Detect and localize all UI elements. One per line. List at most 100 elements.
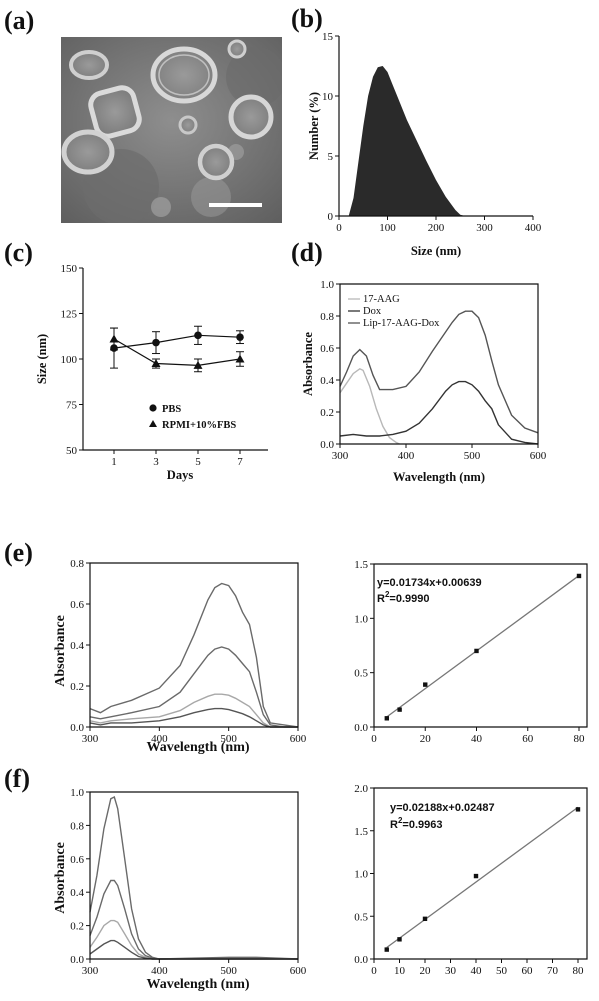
legend-label: Lip-17-AAG-Dox — [363, 318, 440, 329]
x-tick-label: 0 — [336, 222, 342, 234]
spectrum-line — [90, 694, 298, 727]
legend-label-pbs: PBS — [162, 404, 181, 415]
tem-micrograph — [61, 37, 282, 223]
chart-e-fit: 0204060800.00.51.01.5 y=0.01734x+0.00639… — [340, 556, 594, 756]
y-axis-label: Size (nm) — [35, 334, 49, 384]
data-point — [397, 937, 401, 941]
y-axis-label: Absorbance — [301, 332, 315, 396]
data-point — [423, 917, 427, 921]
legend-label: 17-AAG — [363, 294, 400, 305]
y-axis-label: Number (%) — [307, 92, 321, 160]
legend-label-rpmi: RPMI+10%FBS — [162, 420, 236, 431]
r-squared: R2=0.9963 — [390, 816, 442, 831]
chart-e-fit-svg: 0204060800.00.51.01.5 y=0.01734x+0.00639… — [340, 556, 594, 756]
spectrum-line — [340, 311, 538, 433]
y-tick-label: 1.5 — [354, 826, 368, 838]
y-tick-label: 0.4 — [70, 640, 84, 652]
legend: 17-AAG Dox Lip-17-AAG-Dox — [348, 294, 440, 329]
x-tick-label: 1 — [111, 456, 117, 468]
chart-e-spectra: 3004005006000.00.20.40.60.8 Wavelength (… — [50, 556, 306, 756]
data-point — [236, 355, 245, 363]
legend-label: Dox — [363, 306, 382, 317]
y-tick-label: 1.5 — [354, 559, 368, 571]
x-tick-label: 7 — [237, 456, 243, 468]
y-tick-label: 0.0 — [354, 722, 368, 734]
y-tick-label: 100 — [61, 354, 78, 366]
legend: PBS RPMI+10%FBS — [149, 404, 236, 431]
chart-b: 0100200300400051015 Size (nm) Number (%) — [290, 25, 590, 265]
x-tick-label: 300 — [82, 965, 99, 977]
y-tick-label: 1.0 — [320, 279, 334, 291]
legend-marker-rpmi — [149, 420, 157, 427]
x-tick-label: 300 — [332, 450, 349, 462]
data-point — [576, 807, 580, 811]
chart-c: 50751001251501357 PBS RPMI+10%FBS Days S… — [30, 260, 290, 490]
x-tick-label: 3 — [153, 456, 159, 468]
y-tick-label: 10 — [322, 91, 334, 103]
x-axis-label: Wavelength (nm) — [146, 977, 249, 992]
y-tick-label: 0.2 — [70, 681, 84, 693]
y-tick-label: 125 — [61, 309, 78, 321]
vesicle — [200, 146, 232, 178]
chart-f-spectra: 3004005006000.00.20.40.60.81.0 Wavelengt… — [50, 786, 306, 996]
size-distribution-area — [349, 66, 465, 216]
chart-c-svg: 50751001251501357 PBS RPMI+10%FBS Days S… — [30, 260, 290, 490]
x-axis-label: Wavelength (nm) — [146, 740, 249, 755]
y-tick-label: 0.0 — [70, 722, 84, 734]
y-tick-label: 0.6 — [70, 854, 84, 866]
y-tick-label: 1.0 — [354, 613, 368, 625]
x-tick-label: 600 — [290, 965, 306, 977]
vesicle — [153, 49, 215, 101]
y-tick-label: 1.0 — [354, 869, 368, 881]
vesicle — [231, 97, 271, 137]
spectrum-line — [340, 369, 399, 444]
x-tick-label: 5 — [195, 456, 201, 468]
y-tick-label: 0.5 — [354, 668, 368, 680]
series-line-PBS — [114, 335, 240, 348]
chart-b-svg: 0100200300400051015 Size (nm) Number (%) — [290, 25, 590, 265]
x-tick-label: 70 — [547, 965, 559, 977]
x-tick-label: 10 — [394, 965, 406, 977]
x-tick-label: 40 — [471, 733, 483, 745]
y-tick-label: 0 — [328, 211, 334, 223]
spectrum-line — [90, 881, 298, 960]
legend-marker-pbs — [149, 404, 156, 411]
spectrum-line — [90, 584, 298, 728]
vesicle — [229, 41, 245, 57]
spectrum-line — [90, 797, 298, 959]
y-tick-label: 0.6 — [320, 343, 334, 355]
x-axis-label: Size (nm) — [411, 244, 461, 258]
x-tick-label: 300 — [476, 222, 493, 234]
panel-label-e: (e) — [4, 538, 33, 568]
chart-f-fit: 010203040506070800.00.51.01.52.0 y=0.021… — [340, 780, 594, 990]
x-axis-label: Days — [167, 468, 194, 482]
y-tick-label: 0.4 — [70, 887, 84, 899]
x-tick-label: 20 — [420, 733, 432, 745]
panel-label-a: (a) — [4, 6, 34, 36]
x-tick-label: 600 — [290, 733, 306, 745]
y-tick-label: 0.0 — [354, 954, 368, 966]
chart-d-svg: 3004005006000.00.20.40.60.81.0 17-AAG Do… — [298, 278, 594, 492]
y-tick-label: 0.8 — [70, 820, 84, 832]
y-axis-label: Absorbance — [53, 615, 68, 687]
y-tick-label: 0.0 — [320, 439, 334, 451]
y-tick-label: 5 — [328, 151, 334, 163]
scale-bar — [209, 203, 262, 207]
panel-label-f: (f) — [4, 764, 30, 794]
y-tick-label: 0.4 — [320, 375, 334, 387]
x-tick-label: 60 — [522, 733, 534, 745]
x-tick-label: 100 — [379, 222, 396, 234]
data-point — [385, 947, 389, 951]
x-tick-label: 400 — [398, 450, 415, 462]
x-tick-label: 500 — [220, 965, 237, 977]
y-tick-label: 0.6 — [70, 599, 84, 611]
spectrum-line — [90, 941, 298, 959]
chart-f-fit-svg: 010203040506070800.00.51.01.52.0 y=0.021… — [340, 780, 594, 990]
x-axis-label: Wavelength (nm) — [393, 470, 485, 484]
y-tick-label: 0.0 — [70, 954, 84, 966]
x-tick-label: 30 — [445, 965, 457, 977]
chart-f-spectra-svg: 3004005006000.00.20.40.60.81.0 Wavelengt… — [50, 786, 306, 996]
tem-image — [61, 37, 282, 223]
vesicle — [71, 52, 107, 78]
chart-e-spectra-svg: 3004005006000.00.20.40.60.8 Wavelength (… — [50, 556, 306, 756]
